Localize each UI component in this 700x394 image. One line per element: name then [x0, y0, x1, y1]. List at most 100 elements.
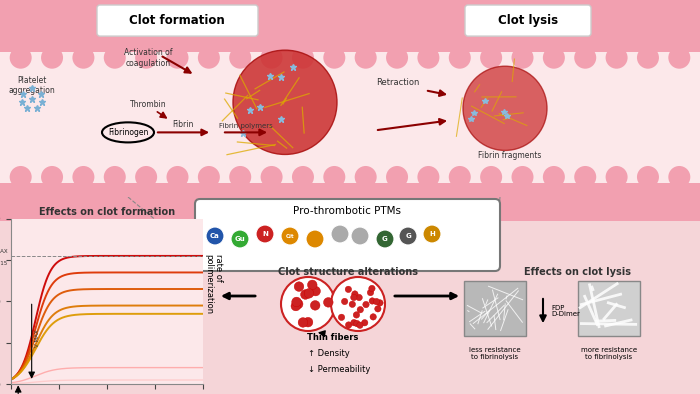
Text: Thin fibers: Thin fibers — [307, 333, 358, 342]
Circle shape — [370, 314, 377, 320]
Circle shape — [281, 227, 299, 245]
Circle shape — [292, 297, 301, 307]
Text: Clot lysis: Clot lysis — [498, 13, 558, 26]
FancyBboxPatch shape — [464, 281, 526, 336]
Text: G: G — [382, 236, 388, 242]
Circle shape — [399, 227, 417, 245]
Text: Cit: Cit — [286, 234, 294, 238]
Text: H: H — [429, 231, 435, 237]
Text: Clot structure alterations: Clot structure alterations — [278, 267, 418, 277]
Circle shape — [363, 301, 369, 308]
Text: Clot formation: Clot formation — [129, 13, 225, 26]
Circle shape — [104, 166, 126, 188]
Circle shape — [417, 166, 440, 188]
Text: FDP
D-Dimer: FDP D-Dimer — [551, 305, 580, 318]
Circle shape — [307, 280, 317, 290]
Circle shape — [354, 312, 360, 318]
Text: 0.15: 0.15 — [0, 261, 8, 266]
Text: Fibrin fragments: Fibrin fragments — [478, 151, 542, 160]
Bar — [0, 182, 700, 226]
Circle shape — [543, 46, 565, 69]
Circle shape — [449, 166, 471, 188]
Text: ↓ Permeability: ↓ Permeability — [308, 366, 370, 375]
Circle shape — [351, 320, 357, 326]
Circle shape — [637, 166, 659, 188]
Circle shape — [668, 46, 690, 69]
Text: ↑ Density: ↑ Density — [308, 349, 350, 359]
Circle shape — [72, 166, 94, 188]
Circle shape — [345, 286, 351, 293]
Circle shape — [331, 277, 385, 331]
FancyBboxPatch shape — [465, 5, 591, 36]
Circle shape — [338, 314, 344, 321]
Text: rate of
polimerization: rate of polimerization — [204, 254, 223, 314]
Circle shape — [423, 225, 441, 243]
Circle shape — [331, 225, 349, 243]
Circle shape — [449, 46, 471, 69]
Circle shape — [369, 285, 375, 292]
Circle shape — [361, 320, 368, 326]
Circle shape — [41, 46, 63, 69]
Circle shape — [606, 46, 628, 69]
Circle shape — [10, 166, 32, 188]
Circle shape — [260, 46, 283, 69]
Circle shape — [386, 166, 408, 188]
Circle shape — [293, 299, 303, 309]
Circle shape — [342, 298, 348, 305]
Text: ABS MAX: ABS MAX — [0, 249, 8, 254]
Circle shape — [351, 227, 369, 245]
Circle shape — [386, 46, 408, 69]
Circle shape — [374, 306, 381, 312]
Text: N: N — [262, 231, 268, 237]
Circle shape — [292, 166, 314, 188]
Circle shape — [355, 46, 377, 69]
Circle shape — [291, 301, 300, 311]
Circle shape — [303, 318, 313, 327]
Circle shape — [292, 46, 314, 69]
Circle shape — [369, 298, 375, 304]
Circle shape — [72, 46, 94, 69]
Circle shape — [41, 166, 63, 188]
Circle shape — [281, 277, 335, 331]
Circle shape — [167, 46, 188, 69]
Circle shape — [480, 46, 502, 69]
Bar — [0, 0, 700, 52]
Circle shape — [260, 166, 283, 188]
Circle shape — [104, 46, 126, 69]
Circle shape — [351, 294, 357, 301]
Text: Gu: Gu — [234, 236, 246, 242]
Circle shape — [668, 166, 690, 188]
Circle shape — [637, 46, 659, 69]
Circle shape — [229, 46, 251, 69]
Text: less resistance
to fibrinolysis: less resistance to fibrinolysis — [469, 347, 521, 360]
Circle shape — [10, 46, 32, 69]
Circle shape — [323, 166, 345, 188]
FancyBboxPatch shape — [195, 199, 500, 271]
Circle shape — [357, 307, 363, 313]
Circle shape — [345, 322, 352, 328]
Circle shape — [543, 166, 565, 188]
Circle shape — [377, 300, 383, 306]
Text: Platelet
aggregation: Platelet aggregation — [8, 76, 55, 95]
Circle shape — [574, 46, 596, 69]
Text: Thrombin: Thrombin — [130, 100, 167, 109]
Circle shape — [233, 50, 337, 154]
Text: Fibrin polymers: Fibrin polymers — [219, 123, 273, 129]
Text: Ca: Ca — [210, 233, 220, 239]
Circle shape — [512, 166, 533, 188]
Circle shape — [135, 166, 157, 188]
Circle shape — [231, 230, 249, 248]
Circle shape — [376, 230, 394, 248]
FancyBboxPatch shape — [97, 5, 258, 36]
Title: Effects on clot formation: Effects on clot formation — [38, 206, 175, 217]
Circle shape — [300, 290, 310, 299]
Text: Effects on clot lysis: Effects on clot lysis — [524, 267, 631, 277]
Circle shape — [310, 301, 320, 310]
Text: Pro-thrombotic PTMs: Pro-thrombotic PTMs — [293, 206, 401, 216]
Text: Activation of
coagulation: Activation of coagulation — [124, 48, 172, 67]
Circle shape — [356, 294, 363, 301]
Circle shape — [463, 66, 547, 151]
Circle shape — [198, 46, 220, 69]
Text: Fibrin: Fibrin — [172, 121, 194, 129]
Circle shape — [306, 230, 324, 248]
